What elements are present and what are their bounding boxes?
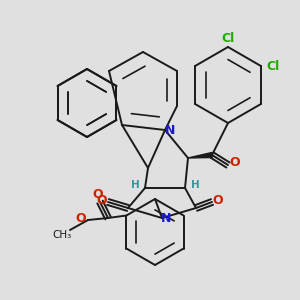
Text: N: N <box>161 212 171 224</box>
Text: N: N <box>165 124 175 136</box>
Text: CH₃: CH₃ <box>52 230 72 240</box>
Text: Cl: Cl <box>221 32 235 46</box>
Text: Cl: Cl <box>266 59 280 73</box>
Text: H: H <box>190 180 200 190</box>
Text: H: H <box>130 180 140 190</box>
Text: O: O <box>230 157 240 169</box>
Text: O: O <box>213 194 223 206</box>
Polygon shape <box>188 152 212 158</box>
Text: O: O <box>76 212 86 224</box>
Text: O: O <box>97 194 107 206</box>
Text: O: O <box>93 188 103 202</box>
